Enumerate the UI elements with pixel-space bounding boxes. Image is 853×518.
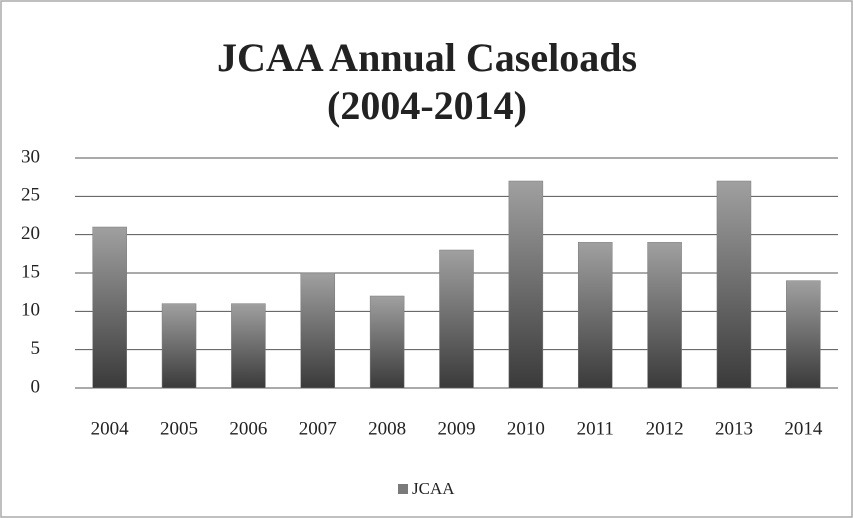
bar (92, 226, 127, 389)
x-tick-label: 2005 (160, 418, 198, 439)
bar (508, 180, 544, 389)
legend-label: JCAA (412, 479, 455, 498)
bar (439, 249, 474, 389)
y-tick-label: 5 (31, 338, 41, 359)
x-tick-label: 2009 (438, 418, 476, 439)
y-tick-label: 25 (21, 185, 40, 206)
x-tick-label: 2010 (507, 418, 545, 439)
y-tick-label: 30 (21, 146, 40, 167)
x-tick-label: 2013 (715, 418, 753, 439)
bar (577, 242, 613, 389)
y-tick-label: 0 (31, 376, 41, 397)
bar (786, 280, 821, 389)
bar (300, 272, 336, 389)
x-tick-label: 2012 (646, 418, 684, 439)
bar (716, 180, 752, 389)
x-tick-label: 2008 (368, 418, 406, 439)
chart-title: JCAA Annual Caseloads (217, 35, 637, 80)
y-tick-label: 15 (21, 261, 40, 282)
x-tick-label: 2014 (784, 418, 823, 439)
bar (369, 295, 405, 389)
bar (647, 242, 682, 389)
y-tick-label: 10 (21, 300, 40, 321)
x-tick-label: 2011 (577, 418, 614, 439)
y-tick-label: 20 (21, 223, 40, 244)
bar (161, 303, 197, 389)
x-tick-label: 2004 (91, 418, 130, 439)
x-tick-label: 2007 (299, 418, 337, 439)
chart-title: (2004-2014) (327, 83, 527, 128)
bar (231, 303, 266, 389)
legend-swatch (398, 484, 408, 494)
x-tick-label: 2006 (229, 418, 267, 439)
